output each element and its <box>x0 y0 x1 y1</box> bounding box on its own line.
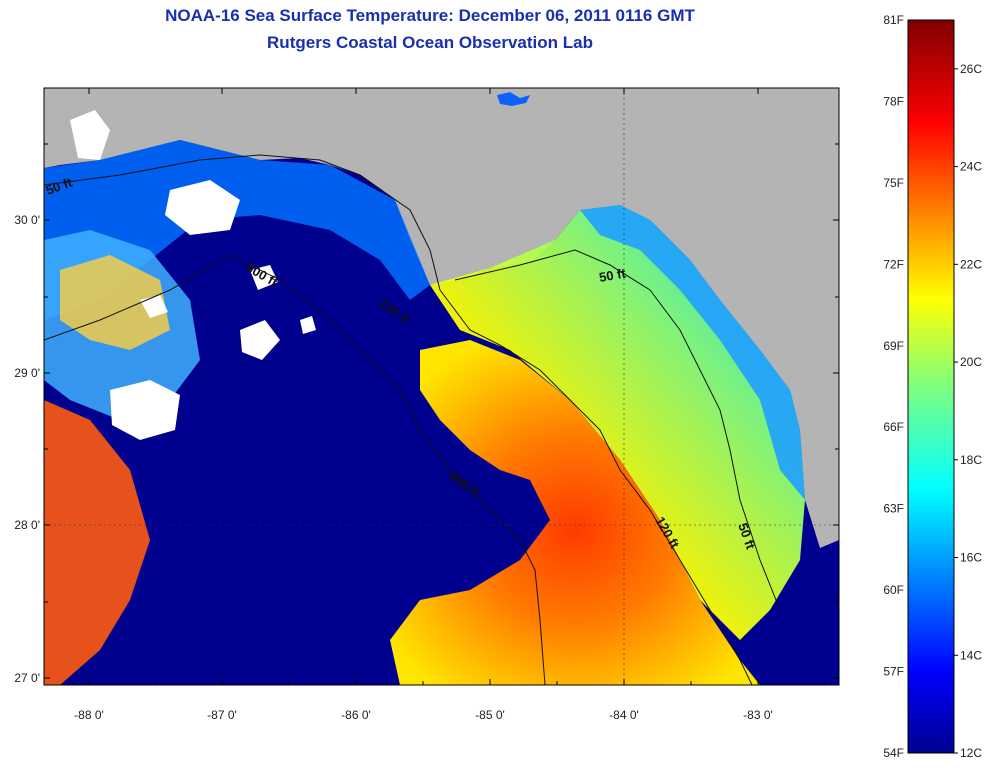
colorbar-f-label: 57F <box>883 665 904 679</box>
colorbar-f-label: 81F <box>883 13 904 27</box>
map-title: NOAA-16 Sea Surface Temperature: Decembe… <box>165 6 695 25</box>
map-subtitle: Rutgers Coastal Ocean Observation Lab <box>267 33 593 52</box>
colorbar-c-label: 20C <box>960 355 982 369</box>
colorbar-f-label: 69F <box>883 339 904 353</box>
lon-tick-label: -87 0' <box>207 708 237 722</box>
contour-50ft-east <box>454 249 781 611</box>
lon-tick-label: -86 0' <box>341 708 371 722</box>
bathymetry-contours <box>44 154 781 685</box>
colorbar-c-label: 14C <box>960 648 982 662</box>
contour-label: 50 ft <box>598 265 628 285</box>
lat-tick-label: 30 0' <box>14 213 40 227</box>
colorbar-c-label: 26C <box>960 62 982 76</box>
colorbar-f-label: 75F <box>883 176 904 190</box>
lat-tick-label: 29 0' <box>14 366 40 380</box>
colorbar-f-label: 60F <box>883 583 904 597</box>
lat-tick-label: 28 0' <box>14 518 40 532</box>
colorbar-c-label: 18C <box>960 453 982 467</box>
colorbar-f-label: 54F <box>883 746 904 760</box>
warm-water-region <box>390 340 760 685</box>
coastal-cool-water <box>44 140 430 320</box>
longitude-axis: -88 0' -87 0' -86 0' -85 0' -84 0' -83 0' <box>74 88 826 722</box>
lon-tick-label: -84 0' <box>609 708 639 722</box>
colorbar-c-label: 24C <box>960 160 982 174</box>
contour-50ft-west <box>44 154 441 291</box>
florida-coastal-fringe <box>580 205 805 500</box>
lat-tick-label: 27 0' <box>14 671 40 685</box>
colorbar-f-label: 66F <box>883 420 904 434</box>
contour-120ft <box>439 289 753 685</box>
western-warm-patch <box>44 400 150 685</box>
colorbar-f-label: 72F <box>883 257 904 271</box>
latitude-axis: 30 0' 29 0' 28 0' 27 0' <box>14 143 839 685</box>
colorbar-c-label: 22C <box>960 257 982 271</box>
cloud-cover <box>70 110 316 440</box>
colorbar-c-label: 16C <box>960 551 982 565</box>
colorbar-f-label: 78F <box>883 94 904 108</box>
map-frame <box>43 87 840 686</box>
lon-tick-label: -88 0' <box>74 708 104 722</box>
land-mass <box>44 88 839 548</box>
lon-tick-label: -85 0' <box>475 708 505 722</box>
colorbar-c-label: 12C <box>960 746 982 760</box>
colorbar-fahrenheit-labels: 81F 78F 75F 72F 69F 66F 63F 60F 57F 54F <box>883 13 904 760</box>
contour-600ft <box>44 254 546 685</box>
lon-tick-label: -83 0' <box>743 708 773 722</box>
lake <box>497 92 530 106</box>
colorbar <box>907 19 955 754</box>
map-area <box>44 88 839 685</box>
colorbar-f-label: 63F <box>883 502 904 516</box>
western-yellow-patch <box>60 255 170 350</box>
colorbar-celsius-labels: 26C 24C 22C 20C 18C 16C 14C 12C <box>954 62 982 760</box>
